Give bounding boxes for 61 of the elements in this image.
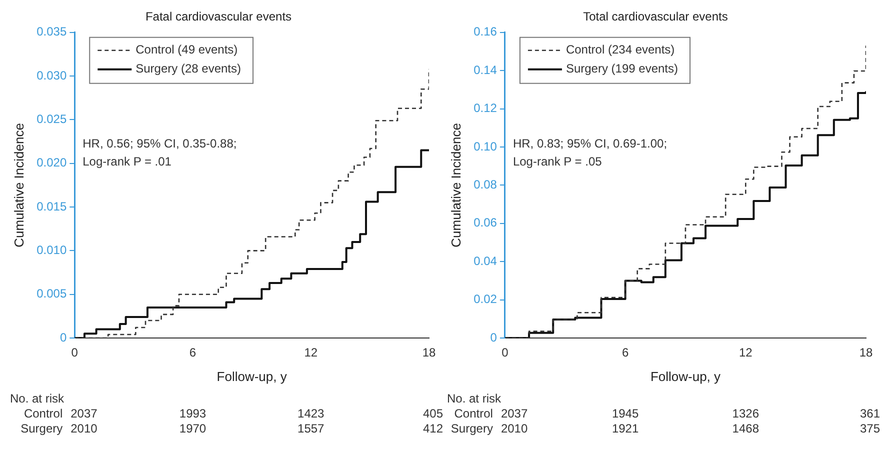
y-tick-label: 0.10 (474, 139, 498, 154)
y-tick-label: 0.030 (36, 68, 67, 82)
y-tick-label: 0.005 (36, 286, 67, 301)
text: 2037 (70, 406, 98, 420)
y-tick-label: 0.020 (36, 156, 67, 170)
text: 405 (422, 406, 444, 420)
y-tick-label: 0.015 (36, 199, 67, 214)
y-tick-label: 0.14 (474, 62, 498, 77)
x-tick-label: 18 (859, 346, 873, 360)
x-tick-label: 0 (502, 346, 509, 360)
text: 1557 (298, 421, 325, 436)
legend-label: Surgery (199 events) (566, 62, 678, 76)
text: 1993 (179, 406, 206, 420)
y-tick-label: 0.16 (474, 24, 498, 39)
y-tick-label: 0.08 (474, 178, 498, 192)
text: Control (24, 406, 63, 420)
text: 1468 (732, 421, 760, 436)
chart-title: Fatal cardiovascular events (145, 10, 292, 24)
text: Surgery (20, 421, 63, 436)
y-tick-label: 0.06 (474, 216, 498, 230)
text: 1970 (179, 421, 206, 436)
text: 412 (422, 421, 444, 436)
chart-title: Total cardiovascular events (583, 10, 728, 24)
text: 2037 (500, 406, 528, 420)
text: Surgery (450, 421, 493, 436)
text: No. at risk (447, 391, 502, 406)
text: Control (454, 406, 493, 420)
text: No. at risk (10, 391, 66, 406)
x-tick-label: 6 (622, 346, 629, 360)
y-tick-label: 0 (490, 330, 498, 344)
x-axis-title: Follow-up, y (216, 368, 288, 384)
annotation: HR, 0.83; 95% CI, 0.69-1.00; (512, 136, 668, 151)
text: 2010 (500, 421, 528, 436)
y-tick-label: 0 (60, 330, 67, 344)
y-tick-label: 0.12 (474, 101, 498, 116)
text: 1326 (732, 406, 760, 420)
annotation: Log-rank P = .05 (512, 154, 602, 169)
y-tick-label: 0.04 (474, 254, 498, 268)
x-axis-title: Follow-up, y (650, 368, 722, 384)
legend-label: Control (49 events) (136, 42, 238, 57)
text: 1921 (612, 421, 639, 436)
legend-label: Surgery (28 events) (136, 62, 242, 76)
y-axis-title: Cumulative Incidence (11, 123, 26, 248)
legend-label: Control (234 events) (566, 42, 675, 57)
x-tick-label: 0 (71, 346, 78, 360)
x-tick-label: 6 (189, 346, 196, 360)
x-tick-label: 18 (422, 346, 436, 360)
y-tick-label: 0.02 (474, 292, 498, 306)
annotation: HR, 0.56; 95% CI, 0.35-0.88; (82, 136, 237, 151)
text: 1423 (298, 406, 325, 420)
y-tick-label: 0.035 (36, 24, 67, 39)
y-tick-label: 0.025 (36, 112, 67, 126)
text: 2010 (70, 421, 98, 436)
text: 361 (860, 406, 880, 420)
x-tick-label: 12 (738, 346, 753, 360)
text: 1945 (612, 406, 639, 420)
annotation: Log-rank P = .01 (82, 154, 172, 169)
text: 375 (860, 421, 880, 436)
y-tick-label: 0.010 (36, 243, 67, 257)
y-axis-title: Cumulative Incidence (448, 123, 464, 248)
x-tick-label: 12 (304, 346, 318, 360)
